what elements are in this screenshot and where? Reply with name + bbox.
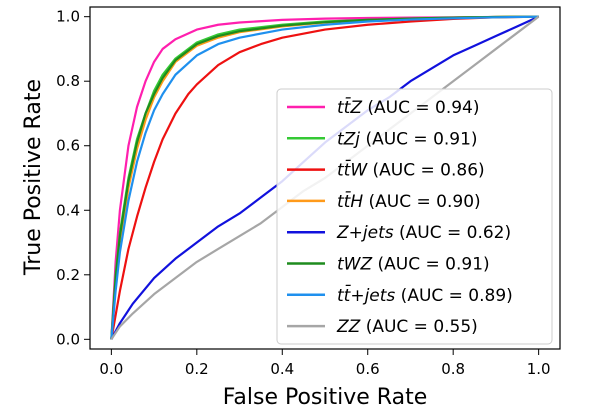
legend-label: tZj (AUC = 0.91) xyxy=(337,129,478,149)
x-tick-label: 0.4 xyxy=(270,360,294,378)
y-tick-label: 0.8 xyxy=(56,72,80,90)
legend-process-name: tt̄Z xyxy=(337,96,362,118)
legend-label: Z+jets (AUC = 0.62) xyxy=(336,223,511,243)
legend-item: Z+jets (AUC = 0.62) xyxy=(287,223,511,243)
y-tick-label: 0.6 xyxy=(56,137,80,155)
legend-item: tWZ (AUC = 0.91) xyxy=(287,255,490,275)
legend-process-name: Z+jets xyxy=(336,223,394,243)
legend-label: ZZ (AUC = 0.55) xyxy=(336,317,478,337)
x-axis-ticks: 0.0 0.2 0.4 0.6 0.8 1.0 xyxy=(99,349,551,378)
legend-item: tt̄+jets (AUC = 0.89) xyxy=(287,284,513,306)
legend-process-name: ZZ xyxy=(336,317,361,337)
y-tick-label: 0.4 xyxy=(56,201,80,219)
legend-process-name: tZj xyxy=(337,129,360,149)
x-axis-label: False Positive Rate xyxy=(223,385,427,410)
legend-process-name: tt̄W xyxy=(337,159,368,181)
plot-frame xyxy=(89,6,561,350)
legend-auc-value: (AUC = 0.55) xyxy=(360,317,478,337)
legend-box xyxy=(276,88,553,345)
legend-item: tt̄W (AUC = 0.86) xyxy=(287,159,485,181)
x-tick-label: 0.8 xyxy=(441,360,465,378)
y-axis-label: True Positive Rate xyxy=(21,79,46,276)
legend-auc-value: (AUC = 0.91) xyxy=(372,255,490,275)
x-tick-label: 0.0 xyxy=(99,360,123,378)
legend-process-name: tWZ xyxy=(337,255,372,275)
legend-auc-value: (AUC = 0.86) xyxy=(367,161,485,181)
y-tick-label: 0.2 xyxy=(56,266,80,284)
legend-item: tt̄Z (AUC = 0.94) xyxy=(287,96,480,118)
legend: tt̄Z (AUC = 0.94)tZj (AUC = 0.91)tt̄W (A… xyxy=(276,88,553,345)
legend-auc-value: (AUC = 0.91) xyxy=(360,129,478,149)
legend-label: tWZ (AUC = 0.91) xyxy=(337,255,490,275)
legend-label: tt̄+jets (AUC = 0.89) xyxy=(337,284,513,306)
legend-item: tt̄H (AUC = 0.90) xyxy=(287,190,481,212)
y-axis-ticks: 0.0 0.2 0.4 0.6 0.8 1.0 xyxy=(56,8,90,348)
x-tick-label: 0.6 xyxy=(356,360,380,378)
legend-item: tZj (AUC = 0.91) xyxy=(287,129,478,149)
legend-auc-value: (AUC = 0.62) xyxy=(394,223,512,243)
legend-label: tt̄W (AUC = 0.86) xyxy=(337,159,485,181)
legend-auc-value: (AUC = 0.89) xyxy=(395,286,513,306)
roc-curve-2 xyxy=(110,15,539,340)
roc-curve-6 xyxy=(110,15,539,340)
legend-process-name: tt̄+jets xyxy=(337,284,395,306)
x-tick-label: 0.2 xyxy=(185,360,209,378)
x-tick-label: 1.0 xyxy=(527,360,551,378)
legend-auc-value: (AUC = 0.94) xyxy=(362,98,480,118)
legend-label: tt̄H (AUC = 0.90) xyxy=(337,190,481,212)
y-tick-label: 1.0 xyxy=(56,8,80,26)
legend-auc-value: (AUC = 0.90) xyxy=(363,192,481,212)
legend-process-name: tt̄H xyxy=(337,190,363,212)
legend-item: ZZ (AUC = 0.55) xyxy=(287,317,478,337)
legend-label: tt̄Z (AUC = 0.94) xyxy=(337,96,480,118)
y-tick-label: 0.0 xyxy=(56,330,80,348)
